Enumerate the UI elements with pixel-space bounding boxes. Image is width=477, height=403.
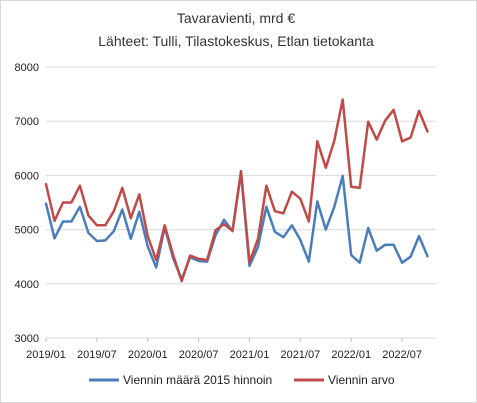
y-tick-label: 7000 bbox=[15, 116, 39, 128]
y-tick-label: 3000 bbox=[15, 333, 39, 345]
y-tick-label: 8000 bbox=[15, 62, 39, 74]
x-tick-label: 2019/01 bbox=[26, 349, 66, 361]
gridlines bbox=[46, 66, 436, 339]
chart-subtitle: Lähteet: Tulli, Tilastokeskus, Etlan tie… bbox=[98, 33, 374, 49]
y-tick-label: 5000 bbox=[15, 225, 39, 237]
x-tick-label: 2021/01 bbox=[230, 349, 270, 361]
legend: Viennin määrä 2015 hinnoin Viennin arvo bbox=[89, 373, 395, 387]
legend-label-2: Viennin arvo bbox=[328, 373, 395, 387]
y-axis: 3000 4000 5000 6000 7000 8000 bbox=[15, 62, 39, 345]
y-tick-label: 4000 bbox=[15, 279, 39, 291]
series-line-2 bbox=[44, 98, 429, 283]
x-tick-label: 2019/07 bbox=[77, 349, 117, 361]
legend-label-1: Viennin määrä 2015 hinnoin bbox=[123, 373, 272, 387]
x-axis: 2019/01 2019/07 2020/01 2020/07 2021/01 2021/… bbox=[26, 338, 422, 361]
x-tick-label: 2021/07 bbox=[280, 349, 320, 361]
x-tick-label: 2020/01 bbox=[128, 349, 168, 361]
y-tick-label: 6000 bbox=[15, 170, 39, 182]
series-layer bbox=[44, 98, 429, 283]
x-tick-label: 2022/01 bbox=[331, 349, 371, 361]
x-tick-label: 2022/07 bbox=[382, 349, 422, 361]
x-tick-label: 2020/07 bbox=[179, 349, 219, 361]
chart-title: Tavaravienti, mrd € bbox=[177, 10, 295, 26]
